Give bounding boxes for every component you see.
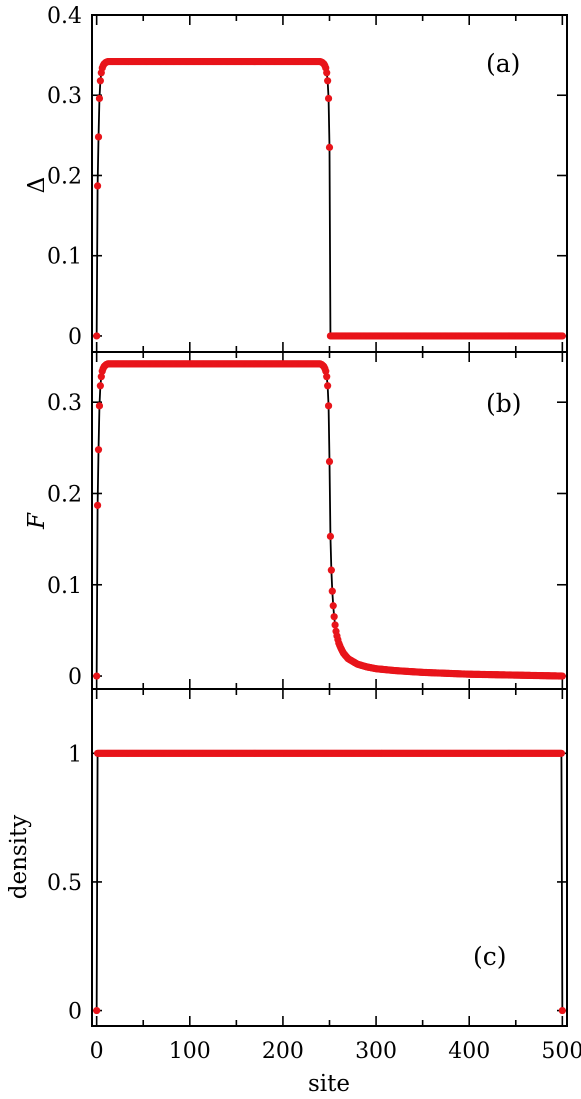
panel-c-ytick-label: 0.5 [47, 871, 82, 896]
panel-c-ytick-label: 1 [68, 742, 82, 767]
panel-c-ytick-label: 0 [68, 1000, 82, 1025]
panel-b-data-point [95, 402, 104, 410]
panel-c-curve [95, 752, 564, 1011]
panel-a-ytick-label: 0 [68, 325, 82, 350]
panel-b-ytick-label: 0.2 [47, 482, 82, 507]
panel-b-data-point [558, 672, 566, 680]
panel-a-ylabel: Δ [24, 177, 50, 194]
panel-b-data-point [93, 672, 101, 680]
panel-b-ytick-label: 0.1 [47, 574, 82, 599]
panel-a-curve [95, 60, 563, 337]
x-tick-label: 300 [355, 1039, 397, 1064]
panel-b-ytick-label: 0 [68, 665, 82, 690]
x-tick-label: 200 [262, 1039, 304, 1064]
x-axis-label: site [308, 1071, 350, 1097]
panel-b-data-point [330, 613, 338, 621]
panel-a: (a) Δ 0 0.1 0.2 0.3 0.4 [24, 4, 568, 353]
panel-b-data-point [93, 501, 102, 509]
panel-b-label: (b) [486, 389, 522, 418]
panel-b-data-point [97, 373, 105, 381]
panel-a-data-point [558, 332, 566, 340]
panel-c-ylabel: density [6, 815, 32, 900]
panel-a-data-point [325, 143, 334, 151]
panel-b-data-point [324, 402, 333, 410]
panel-b-data-point [324, 382, 332, 390]
panel-b-ylabel: F [24, 512, 50, 530]
panel-a-data-point [324, 94, 333, 103]
panel-a-ytick-label: 0.1 [47, 245, 82, 270]
panel-c-data-point [557, 749, 566, 757]
panel-b-data-point [326, 532, 335, 540]
panel-b-data-point [331, 621, 339, 629]
x-tick-label: 400 [448, 1039, 490, 1064]
x-tick-label: 500 [541, 1039, 581, 1064]
panel-a-data-point [94, 133, 103, 141]
panel-a-data-point [96, 77, 104, 85]
panel-b-data-point [94, 446, 103, 454]
panel-b-data-point [96, 382, 104, 390]
x-tick-label: 100 [169, 1039, 211, 1064]
panel-a-data-point [95, 94, 104, 103]
panel-c-data-point [93, 1006, 101, 1015]
x-tick-label: 0 [90, 1039, 104, 1064]
panel-a-ytick-label: 0.3 [47, 84, 82, 109]
panel-a-ytick-label: 0.4 [47, 4, 82, 29]
panel-a-ytick-label: 0.2 [47, 164, 82, 189]
panel-b-data-point [323, 373, 331, 381]
panel-a-data-point [324, 77, 332, 85]
panel-b-data-point [328, 587, 336, 595]
panel-b-data-point [325, 457, 334, 466]
panel-b-ytick-label: 0.3 [47, 391, 82, 416]
panel-c-frame [91, 688, 568, 1027]
panel-c-data-point [558, 1006, 566, 1015]
panel-a-data-point [93, 182, 102, 190]
panel-b-data-point [327, 566, 335, 574]
panel-c: (c) density 0 0.5 1 [6, 688, 568, 1027]
panel-b-data-point [322, 367, 330, 375]
panel-a-data-point [323, 69, 331, 77]
panel-a-data-point [93, 332, 101, 340]
panel-b-data-point [329, 602, 337, 610]
panel-b: (b) F 0 0.1 0.2 0.3 [24, 351, 568, 690]
panel-c-label: (c) [473, 942, 507, 971]
panel-a-label: (a) [486, 49, 520, 78]
